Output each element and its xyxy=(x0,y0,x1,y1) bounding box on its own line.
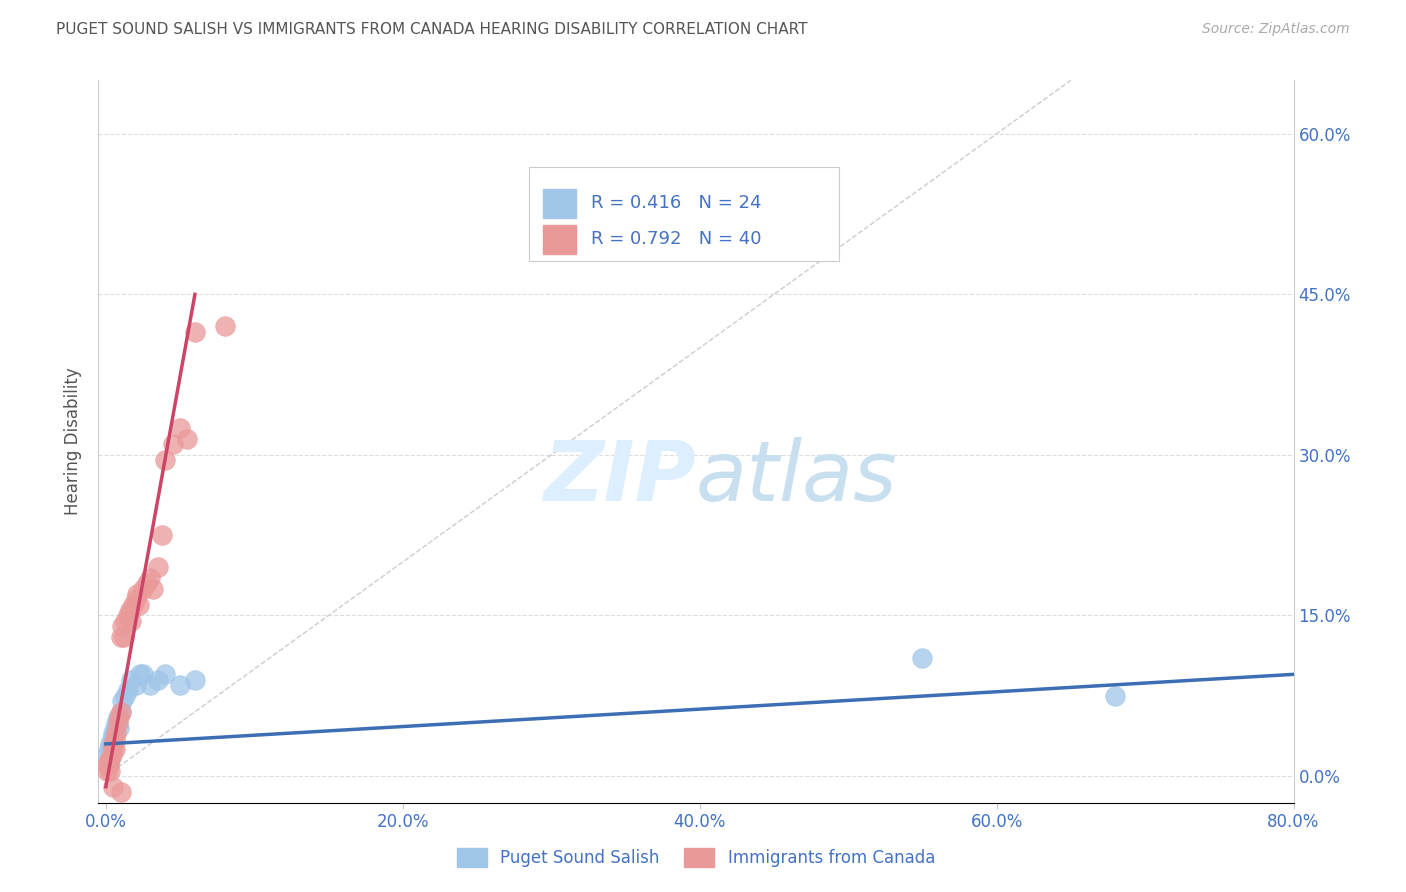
Point xyxy=(97,753,120,767)
Point xyxy=(110,705,132,719)
Point xyxy=(120,614,142,628)
Point xyxy=(136,576,159,591)
Point xyxy=(155,453,177,467)
Point xyxy=(110,630,132,644)
Point xyxy=(139,678,162,692)
Point xyxy=(97,742,120,756)
Text: R = 0.792   N = 40: R = 0.792 N = 40 xyxy=(591,230,761,248)
Point xyxy=(107,710,129,724)
Text: R = 0.416   N = 24: R = 0.416 N = 24 xyxy=(591,194,761,212)
Point xyxy=(142,582,165,596)
Point xyxy=(101,731,124,746)
Point xyxy=(155,667,177,681)
Point xyxy=(105,726,128,740)
Point xyxy=(98,764,121,778)
Point xyxy=(111,694,134,708)
Y-axis label: Hearing Disability: Hearing Disability xyxy=(65,368,83,516)
Point xyxy=(120,673,142,687)
Point xyxy=(112,630,135,644)
Point xyxy=(911,651,934,665)
Point xyxy=(96,747,118,762)
Point xyxy=(101,747,124,762)
Point xyxy=(214,319,236,334)
Point xyxy=(124,592,146,607)
Point xyxy=(114,614,136,628)
Point xyxy=(169,421,191,435)
Point xyxy=(108,710,131,724)
Point xyxy=(105,715,128,730)
Point xyxy=(103,726,125,740)
Point xyxy=(104,742,127,756)
Bar xyxy=(529,167,839,260)
Point xyxy=(103,737,125,751)
Point xyxy=(162,437,184,451)
Legend: Puget Sound Salish, Immigrants from Canada: Puget Sound Salish, Immigrants from Cana… xyxy=(450,841,942,874)
Point xyxy=(176,432,198,446)
Point xyxy=(104,731,127,746)
Point xyxy=(97,758,120,772)
Point xyxy=(169,678,191,692)
Text: atlas: atlas xyxy=(696,437,897,518)
Point xyxy=(110,785,132,799)
Point xyxy=(184,325,207,339)
Point xyxy=(125,587,148,601)
Point xyxy=(114,689,136,703)
Point xyxy=(98,737,121,751)
Point xyxy=(128,598,150,612)
Point xyxy=(132,582,155,596)
Point xyxy=(139,571,162,585)
Point xyxy=(117,608,139,623)
Point xyxy=(129,667,152,681)
Text: PUGET SOUND SALISH VS IMMIGRANTS FROM CANADA HEARING DISABILITY CORRELATION CHAR: PUGET SOUND SALISH VS IMMIGRANTS FROM CA… xyxy=(56,22,807,37)
Point xyxy=(107,715,129,730)
Point xyxy=(103,780,125,794)
Point xyxy=(184,673,207,687)
Point xyxy=(108,721,131,735)
Point xyxy=(132,667,155,681)
Point xyxy=(96,758,118,772)
Bar xyxy=(543,225,576,253)
Point xyxy=(146,560,169,574)
Point xyxy=(118,603,141,617)
Text: Source: ZipAtlas.com: Source: ZipAtlas.com xyxy=(1202,22,1350,37)
Point xyxy=(121,598,143,612)
Point xyxy=(124,678,146,692)
Point xyxy=(110,705,132,719)
Point xyxy=(150,528,173,542)
Point xyxy=(146,673,169,687)
Point xyxy=(111,619,134,633)
Point xyxy=(1104,689,1126,703)
Bar xyxy=(543,189,576,218)
Point xyxy=(96,764,118,778)
Text: ZIP: ZIP xyxy=(543,437,696,518)
Point xyxy=(103,742,125,756)
Point xyxy=(104,721,127,735)
Point xyxy=(98,753,121,767)
Point xyxy=(117,683,139,698)
